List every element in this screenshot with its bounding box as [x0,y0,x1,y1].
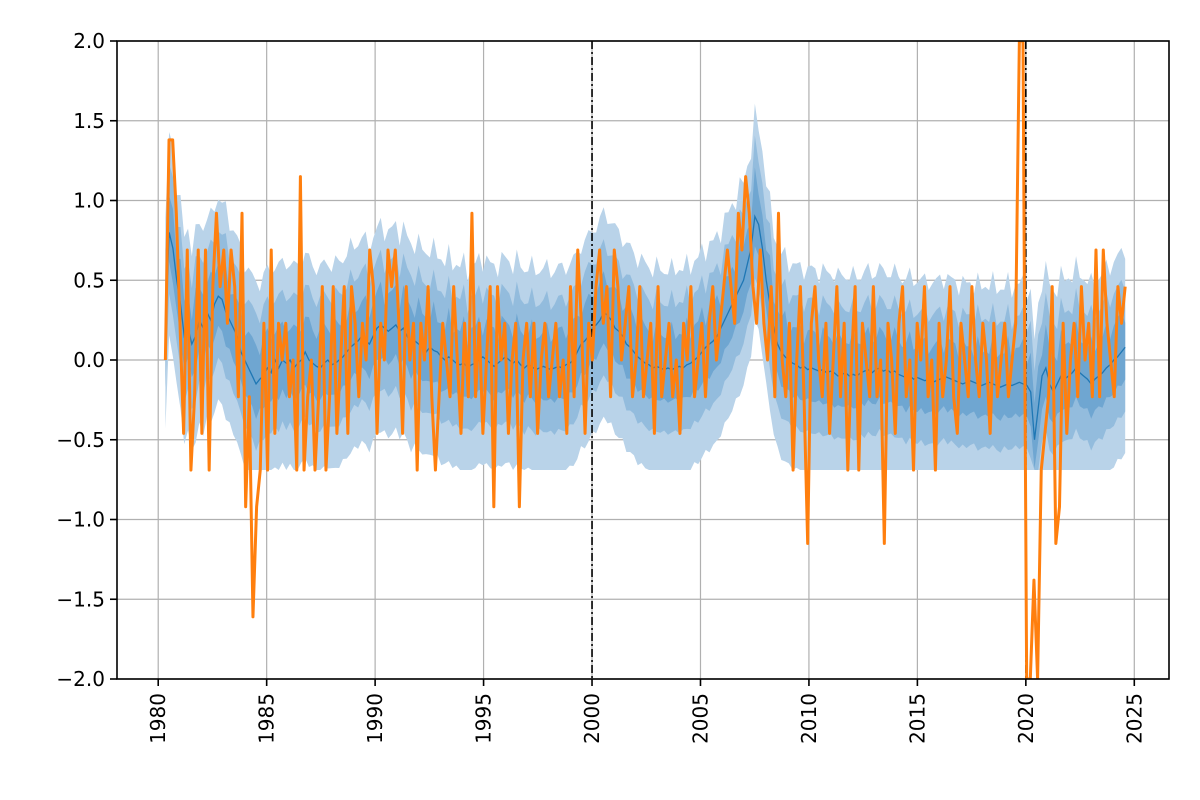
x-tick-label: 2020 [1014,693,1038,744]
observed-line [163,41,1127,679]
x-tick-label: 2015 [905,693,929,744]
y-tick-label: 0.5 [73,268,105,292]
y-tick-label: 2.0 [73,29,105,53]
x-tick-label: 1990 [363,693,387,744]
x-tick-label: 2025 [1122,693,1146,744]
x-tick-label: 2010 [797,693,821,744]
x-tick-label: 1980 [146,693,170,744]
y-tick-label: −2.0 [56,667,105,691]
y-axis: −2.0 −1.5 −1.0 −0.5 0.0 0.5 1.0 1.5 2.0 [56,29,117,691]
x-tick-label: 1985 [255,693,279,744]
x-tick-label: 2000 [580,693,604,744]
x-axis: 1980 1985 1990 1995 2000 2005 2010 2015 2020 2025 [146,679,1146,744]
y-tick-label: −0.5 [56,428,105,452]
y-tick-label: −1.5 [56,587,105,611]
y-tick-label: 0.0 [73,348,105,372]
y-tick-label: 1.0 [73,189,105,213]
x-tick-label: 1995 [472,693,496,744]
y-tick-label: −1.0 [56,508,105,532]
y-tick-label: 1.5 [73,109,105,133]
x-tick-label: 2005 [688,693,712,744]
band-inner [165,167,1126,469]
observed-layer [163,41,1127,679]
